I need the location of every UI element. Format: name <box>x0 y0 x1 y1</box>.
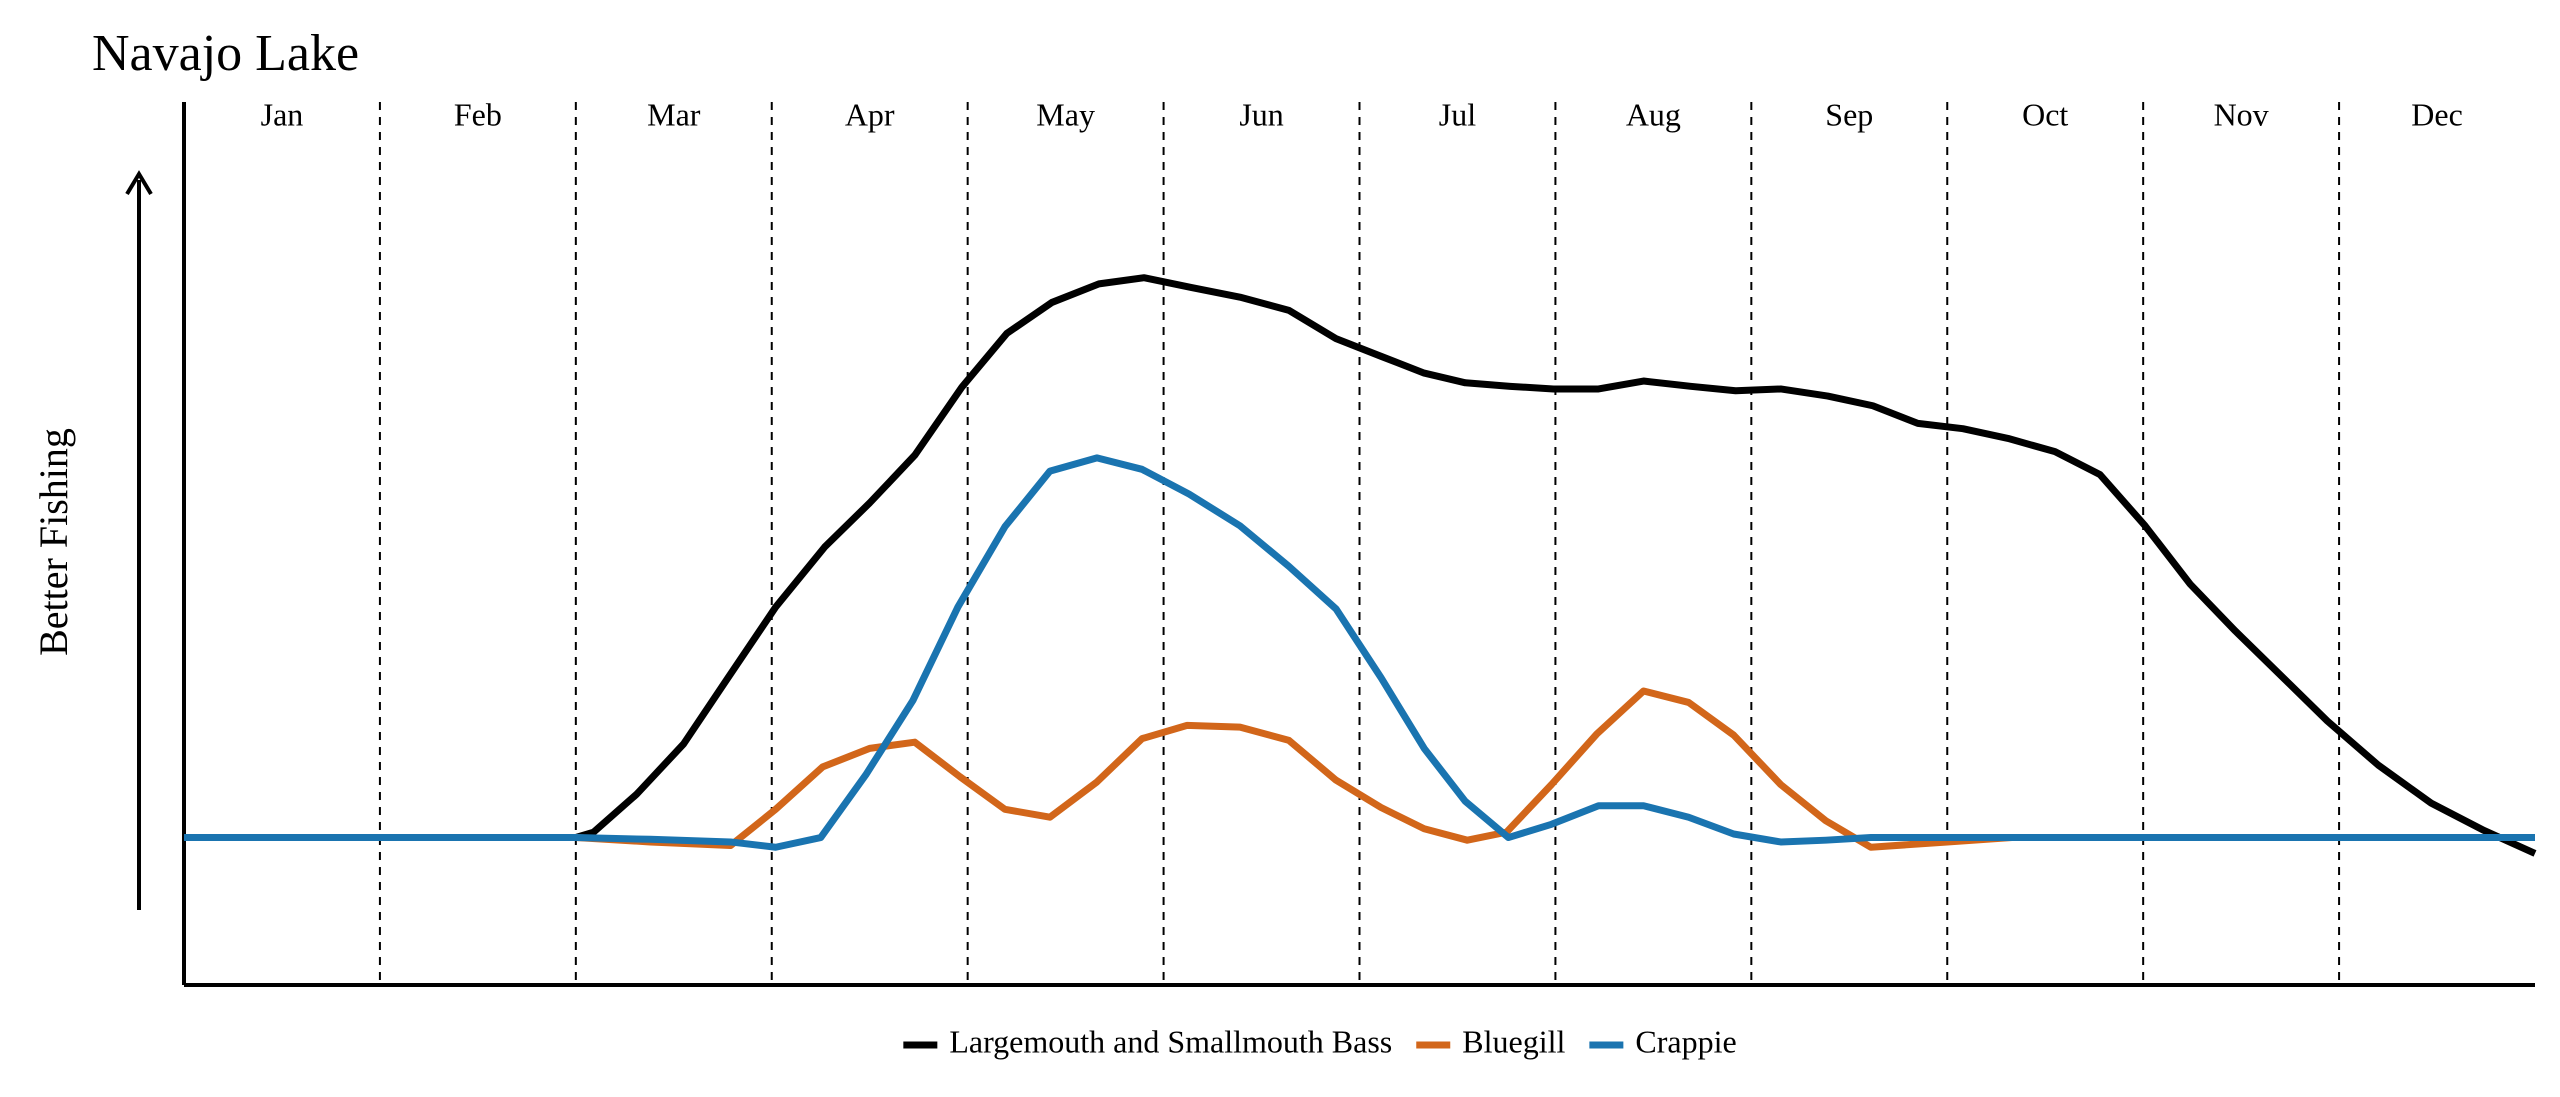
legend-label: Bluegill <box>1462 1023 1565 1059</box>
month-label: Feb <box>454 96 502 132</box>
legend-label: Largemouth and Smallmouth Bass <box>949 1023 1392 1059</box>
month-label: Nov <box>2214 96 2269 132</box>
month-label: Sep <box>1825 96 1873 132</box>
y-axis-label: Better Fishing <box>31 428 76 656</box>
month-label: May <box>1036 96 1095 132</box>
legend-label: Crappie <box>1635 1023 1736 1059</box>
series-line <box>184 454 2535 851</box>
chart-title: Navajo Lake <box>92 25 359 82</box>
month-label: Oct <box>2022 96 2068 132</box>
series-line <box>184 687 2535 851</box>
month-label: Apr <box>845 96 895 132</box>
month-label: Dec <box>2411 96 2463 132</box>
series-line <box>184 274 2537 857</box>
arrow-head <box>125 170 153 196</box>
month-label: Mar <box>647 96 701 132</box>
month-label: Jul <box>1439 96 1476 132</box>
month-label: Aug <box>1626 96 1681 132</box>
month-label: Jun <box>1239 96 1283 132</box>
month-label: Jan <box>261 96 304 132</box>
